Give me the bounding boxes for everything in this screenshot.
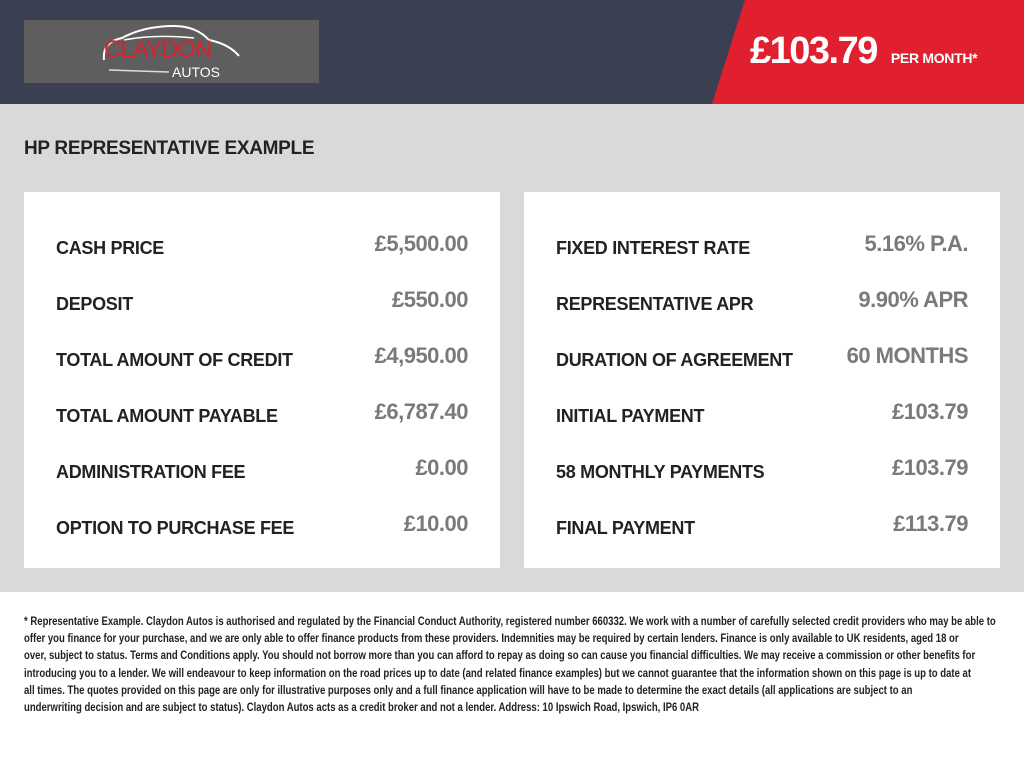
disclaimer-line: underwriting decision and are subject to… — [24, 702, 700, 715]
finance-label: FINAL PAYMENT — [556, 518, 695, 538]
per-month-label: PER MONTH* — [890, 50, 978, 66]
section-title: HP REPRESENTATIVE EXAMPLE — [24, 138, 315, 159]
finance-row: REPRESENTATIVE APR 9.90% APR — [556, 280, 968, 320]
finance-value: £550.00 — [391, 287, 469, 312]
price-block: £103.79 PER MONTH* — [750, 28, 978, 74]
car-outline-icon — [102, 24, 240, 73]
finance-value: 9.90% APR — [858, 287, 968, 312]
disclaimer-line: over, subject to status. Terms and Condi… — [24, 650, 976, 663]
finance-value: £103.79 — [891, 399, 969, 424]
finance-label: ADMINISTRATION FEE — [56, 462, 246, 482]
logo-text-claydon: CLAYDON — [104, 36, 212, 63]
finance-value: 60 MONTHS — [846, 343, 969, 368]
header: CLAYDON AUTOS £103.79 PER MONTH* — [0, 0, 1024, 104]
finance-label: 58 MONTHLY PAYMENTS — [556, 462, 765, 482]
finance-label: FIXED INTEREST RATE — [556, 238, 750, 258]
finance-example-section: HP REPRESENTATIVE EXAMPLE CASH PRICE £5,5… — [0, 104, 1024, 592]
finance-row: TOTAL AMOUNT PAYABLE £6,787.40 — [56, 392, 469, 432]
finance-value: £113.79 — [893, 511, 968, 536]
finance-label: DURATION OF AGREEMENT — [556, 350, 793, 370]
finance-card-left: CASH PRICE £5,500.00 DEPOSIT £550.00 TOTAL A… — [24, 192, 500, 568]
finance-row: ADMINISTRATION FEE £0.00 — [56, 448, 468, 488]
finance-row: TOTAL AMOUNT OF CREDIT £4,950.00 — [56, 336, 469, 376]
logo-text-autos: AUTOS — [172, 64, 220, 80]
finance-value: £5,500.00 — [374, 231, 469, 256]
finance-value: £103.79 — [891, 455, 969, 480]
finance-value: £10.00 — [403, 511, 469, 536]
finance-label: TOTAL AMOUNT OF CREDIT — [56, 350, 293, 370]
finance-value: £6,787.40 — [374, 399, 469, 424]
finance-label: OPTION TO PURCHASE FEE — [56, 518, 295, 538]
claydon-autos-logo[interactable]: CLAYDON AUTOS — [24, 20, 319, 83]
finance-value: £4,950.00 — [374, 343, 469, 368]
finance-row: 58 MONTHLY PAYMENTS £103.79 — [556, 448, 969, 488]
finance-row: DEPOSIT £550.00 — [56, 280, 469, 320]
finance-card-right: FIXED INTEREST RATE 5.16% P.A. REPRESENTAT… — [524, 192, 1000, 568]
finance-label: INITIAL PAYMENT — [556, 406, 705, 426]
finance-label: CASH PRICE — [56, 238, 165, 258]
disclaimer-line: offer you finance for your purchase, and… — [24, 633, 959, 646]
disclaimer-line: all times. The quotes provided on this p… — [24, 684, 913, 697]
finance-label: DEPOSIT — [56, 294, 133, 314]
finance-row: FINAL PAYMENT £113.79 — [556, 504, 968, 544]
monthly-price: £103.79 — [750, 30, 878, 72]
finance-row: INITIAL PAYMENT £103.79 — [556, 392, 969, 432]
finance-label: REPRESENTATIVE APR — [556, 294, 754, 314]
disclaimer-line: * Representative Example. Claydon Autos … — [24, 616, 996, 628]
finance-row: FIXED INTEREST RATE 5.16% P.A. — [556, 224, 969, 264]
finance-value: £0.00 — [415, 455, 468, 480]
finance-row: CASH PRICE £5,500.00 — [56, 224, 469, 264]
price-banner — [712, 0, 1024, 104]
finance-value: 5.16% P.A. — [864, 231, 969, 256]
finance-row: DURATION OF AGREEMENT 60 MONTHS — [556, 336, 969, 376]
finance-row: OPTION TO PURCHASE FEE £10.00 — [56, 504, 469, 544]
disclaimer-line: introducing you to a lender. We will end… — [24, 667, 972, 680]
finance-label: TOTAL AMOUNT PAYABLE — [56, 406, 278, 426]
disclaimer: * Representative Example. Claydon Autos … — [24, 614, 1004, 717]
